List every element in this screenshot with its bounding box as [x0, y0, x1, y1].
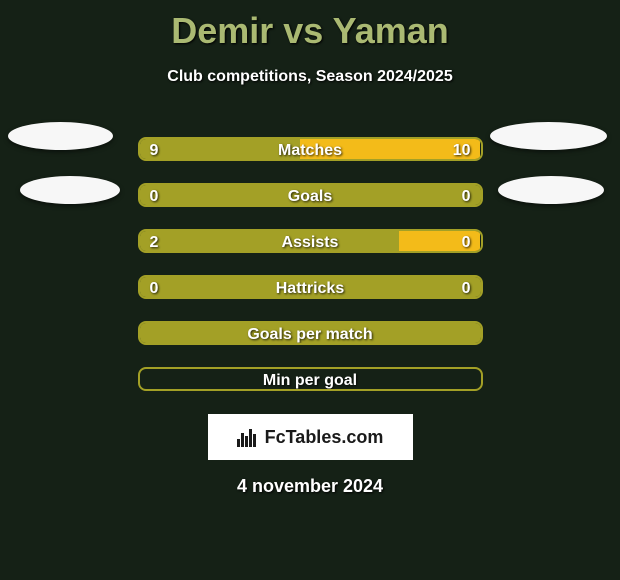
player-badge-ellipse: [8, 122, 113, 150]
stat-row: Min per goal: [0, 356, 620, 402]
player-badge-ellipse: [20, 176, 120, 204]
date-text: 4 november 2024: [0, 476, 620, 497]
stat-bar-left: [140, 139, 300, 159]
stat-bar: Assists20: [138, 229, 483, 253]
player-badge-ellipse: [498, 176, 604, 204]
stat-bar-left: [140, 231, 399, 251]
stats-container: Matches910 Goals00 Assists20 Hattricks00 Goa…: [0, 126, 620, 402]
page-title: Demir vs Yaman: [0, 0, 620, 52]
stat-bar-left: [140, 277, 481, 297]
logo-text: FcTables.com: [265, 427, 384, 448]
stat-label: Min per goal: [140, 369, 481, 391]
stat-row: Goals per match: [0, 310, 620, 356]
stat-bar: Goals00: [138, 183, 483, 207]
stat-bar: Min per goal: [138, 367, 483, 391]
chart-bars-icon: [237, 427, 259, 447]
stat-bar: Hattricks00: [138, 275, 483, 299]
stat-bar-right: [300, 139, 481, 159]
fctables-logo: FcTables.com: [208, 414, 413, 460]
player-badge-ellipse: [490, 122, 607, 150]
stat-bar: Matches910: [138, 137, 483, 161]
subtitle: Club competitions, Season 2024/2025: [0, 68, 620, 86]
stat-row: Hattricks00: [0, 264, 620, 310]
stat-bar-left: [140, 323, 481, 343]
stat-bar: Goals per match: [138, 321, 483, 345]
stat-bar-right: [399, 231, 481, 251]
stat-row: Assists20: [0, 218, 620, 264]
stat-bar-left: [140, 185, 481, 205]
